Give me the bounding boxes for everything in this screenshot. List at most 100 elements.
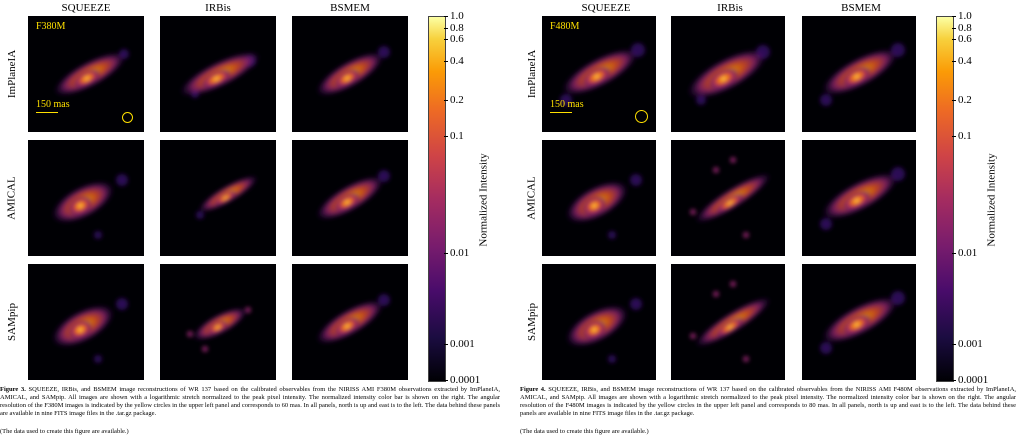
colorbar: [936, 16, 954, 382]
faint-emission: [820, 94, 832, 106]
colorbar-tick-label: 0.4: [450, 55, 464, 67]
resolution-circle: [635, 110, 648, 123]
column-header: IRBis: [717, 2, 743, 14]
colorbar-tick: [444, 344, 448, 345]
image-panel: F380M 150 mas: [28, 16, 144, 132]
faint-emission: [116, 174, 128, 186]
image-panel: F480M 150 mas: [542, 16, 656, 132]
filter-label: F480M: [550, 21, 580, 32]
image-panel: [542, 140, 656, 256]
reconstruction-image: [196, 175, 258, 219]
image-panel: [160, 264, 276, 380]
colorbar-tick: [444, 253, 448, 254]
reconstruction-image: [820, 167, 905, 230]
row-label: SAMpip: [6, 303, 18, 341]
emission-knot: [713, 291, 719, 297]
scale-bar: [550, 112, 572, 113]
colorbar-tick: [444, 100, 448, 101]
image-panel: [802, 140, 916, 256]
colorbar-tick-label: 0.01: [958, 247, 978, 259]
image-panel: [542, 264, 656, 380]
colorbar-tick-label: 0.0001: [958, 374, 989, 386]
bright-core: [68, 319, 93, 340]
row-label: SAMpip: [526, 303, 538, 341]
scale-label: 150 mas: [36, 99, 70, 110]
colorbar-tick: [444, 16, 448, 17]
data-availability-note: (The data used to create this figure are…: [0, 428, 129, 435]
scale-label: 150 mas: [550, 99, 584, 110]
reconstruction-image: [187, 307, 251, 352]
emission-knot: [730, 157, 736, 163]
bright-core: [73, 68, 101, 88]
caption-text: SQUEEZE, IRBis, and BSMEM image reconstr…: [0, 386, 501, 417]
colorbar-tick-label: 1.0: [958, 10, 972, 22]
emission-knot: [690, 209, 696, 215]
colorbar-tick: [952, 16, 956, 17]
reconstruction-image: [687, 45, 770, 105]
emission-knot: [690, 333, 696, 339]
reconstruction-image: [566, 174, 642, 239]
reconstruction-image: [316, 170, 390, 220]
reconstruction-image: [820, 291, 905, 354]
bright-core: [334, 316, 361, 336]
reconstruction-image: [54, 49, 129, 96]
column-header: BSMEM: [841, 2, 881, 14]
reconstruction-image: [560, 43, 645, 106]
colorbar: [428, 16, 446, 382]
colorbar-tick-label: 0.8: [958, 22, 972, 34]
colorbar-tick-label: 1.0: [450, 10, 464, 22]
bright-core: [214, 190, 237, 206]
image-panel: [160, 16, 276, 132]
row-label: AMICAL: [6, 176, 19, 220]
figure-4: SQUEEZE IRBis BSMEM ImPlaneIA AMICAL SAM…: [520, 0, 1020, 443]
faint-emission: [116, 298, 128, 310]
colorbar-tick-label: 0.001: [450, 338, 475, 350]
emission-knot: [743, 356, 749, 362]
column-header: BSMEM: [330, 2, 370, 14]
colorbar-tick: [952, 100, 956, 101]
row-label: AMICAL: [526, 176, 539, 220]
colorbar-tick-label: 0.01: [450, 247, 470, 259]
data-availability-note: (The data used to create this figure are…: [520, 428, 649, 435]
bright-core: [582, 319, 607, 340]
faint-emission: [94, 355, 102, 363]
bright-core: [68, 195, 93, 216]
colorbar-tick: [952, 253, 956, 254]
image-panel: [671, 140, 785, 256]
colorbar-tick-label: 0.1: [450, 130, 464, 142]
reconstruction-image: [820, 43, 905, 106]
caption-text: SQUEEZE, IRBis, and BSMEM image reconstr…: [520, 386, 1017, 417]
bright-core: [842, 66, 872, 87]
colorbar-tick: [952, 136, 956, 137]
image-panel: [671, 16, 785, 132]
colorbar-tick: [952, 61, 956, 62]
colorbar-tick-label: 0.8: [450, 22, 464, 34]
reconstruction-image: [52, 174, 128, 239]
bright-core: [708, 67, 739, 90]
faint-emission: [820, 218, 832, 230]
emission-knot: [187, 331, 193, 337]
emission-knot: [202, 346, 208, 352]
emission-knot: [743, 232, 749, 238]
filter-label: F380M: [36, 21, 66, 32]
colorbar-tick: [444, 61, 448, 62]
bright-core: [201, 68, 232, 89]
figure-3: SQUEEZE IRBis BSMEM ImPlaneIA AMICAL SAM…: [0, 0, 500, 443]
emission-knot: [730, 281, 736, 287]
reconstruction-image: [690, 157, 771, 238]
colorbar-tick: [952, 39, 956, 40]
colorbar-tick-label: 0.2: [450, 94, 464, 106]
bright-core: [334, 68, 361, 88]
colorbar-tick: [444, 28, 448, 29]
faint-emission: [608, 355, 616, 363]
colorbar-tick-label: 0.001: [958, 338, 983, 350]
column-header: SQUEEZE: [61, 2, 111, 14]
reconstruction-image: [690, 281, 771, 362]
figure-caption: Figure 4. SQUEEZE, IRBis, and BSMEM imag…: [520, 386, 1016, 418]
reconstruction-image: [180, 51, 260, 98]
column-header: SQUEEZE: [581, 2, 631, 14]
colorbar-tick-label: 0.1: [958, 130, 972, 142]
image-panel: [671, 264, 785, 380]
faint-emission: [630, 298, 642, 310]
image-panel: [802, 264, 916, 380]
